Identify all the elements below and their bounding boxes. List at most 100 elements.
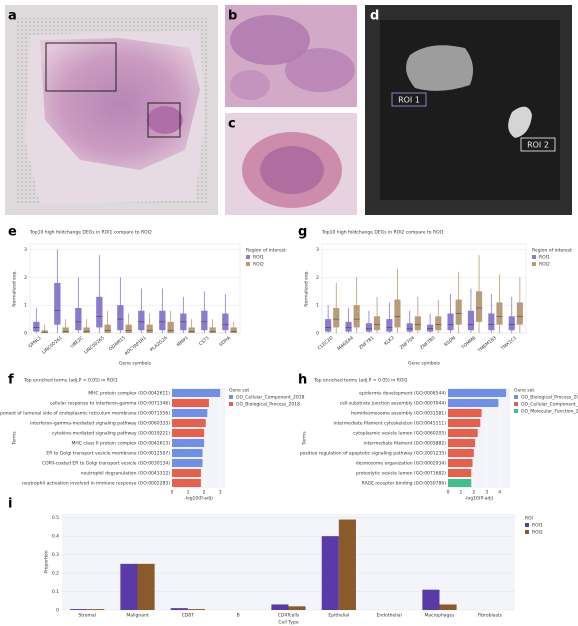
chart-title: Top enriched terms (adj.P < 0.05) in ROI…: [313, 378, 408, 384]
bar: [448, 399, 499, 407]
x-tick-label: KLK3: [383, 335, 396, 347]
panel-label: e: [8, 225, 17, 240]
y-tick-label: 2: [24, 275, 27, 281]
bar: [448, 389, 507, 397]
bar: [448, 429, 478, 437]
x-tick-label: CST1: [198, 335, 211, 347]
x-tick-label: Endothelial: [377, 613, 402, 619]
x-tick-label: B: [237, 613, 240, 619]
bar: [172, 399, 209, 407]
box-body: [435, 316, 442, 331]
bar: [172, 389, 221, 397]
y-tick-label: 0.2: [52, 571, 59, 577]
term-label: neutrophil degranulation (GO:0043312): [81, 471, 170, 477]
x-tick-label: 0: [447, 490, 450, 496]
term-label: MHC class II protein complex (GO:0042613…: [72, 441, 171, 447]
term-label: ER to Golgi transport vesicle membrane (…: [46, 451, 170, 457]
bar: [288, 606, 306, 610]
x-tick-label: 1: [459, 490, 462, 496]
y-tick-label: 0: [24, 331, 27, 337]
legend-label: ROI2: [532, 530, 543, 536]
legend-label: GO_Biological_Process_2018: [521, 395, 578, 401]
bar: [87, 609, 105, 610]
legend-swatch: [525, 530, 529, 534]
bar: [448, 469, 472, 477]
x-tick-label: UBE2C: [69, 335, 85, 349]
x-tick-label: ZNF704: [399, 335, 416, 351]
chart-title: Top10 high foldchange DEGs in ROI2 compa…: [321, 230, 444, 236]
x-tick-label: Fibroblasts: [478, 613, 503, 619]
bar: [448, 479, 472, 487]
bar: [172, 409, 208, 417]
legend-title: Region of interest: [532, 248, 572, 254]
x-tick-label: ADCYAP1R1: [123, 335, 147, 357]
x-tick-label: SDHA: [218, 335, 232, 348]
bar: [271, 604, 289, 610]
legend-swatch: [532, 262, 536, 266]
x-tick-label: 3: [219, 490, 222, 496]
x-tick-label: ZNF781: [358, 335, 375, 351]
bar: [172, 479, 201, 487]
y-axis-label: Terms: [12, 431, 18, 446]
box-body: [516, 302, 523, 325]
x-tick-label: Malignant: [126, 613, 148, 619]
x-tick-label: LINC00265: [83, 335, 106, 356]
term-label: epidermis development (GO:0008544): [359, 391, 446, 397]
panel-label: a: [8, 9, 17, 24]
legend-swatch: [229, 395, 233, 399]
panel-label: f: [8, 373, 14, 388]
box-body: [333, 307, 340, 328]
chart-title: Top enriched terms (adj.P < 0.05) in ROI…: [23, 378, 118, 384]
y-tick-label: 0.3: [52, 552, 59, 558]
y-tick-label: 1: [24, 303, 27, 309]
box-body: [414, 316, 421, 331]
x-tick-label: MMP1: [176, 335, 190, 348]
x-tick-label: MAGEA4: [336, 335, 355, 352]
plot-area: [321, 243, 527, 334]
y-tick-label: 2: [316, 275, 319, 281]
box-body: [455, 299, 462, 325]
box-body: [394, 299, 401, 328]
panel-label: d: [370, 9, 379, 24]
box-body: [353, 305, 360, 328]
term-label: positive regulation of apoptotic signali…: [300, 451, 447, 457]
x-tick-label: TMEM183: [476, 335, 498, 354]
x-tick-label: PLA2G2A: [149, 334, 169, 352]
term-label: cell-substrate junction assembly (GO:000…: [340, 401, 447, 407]
box-body: [209, 327, 216, 333]
box-body: [159, 310, 166, 331]
term-label: MHC protein complex (GO:0042611): [88, 391, 170, 397]
panel-label: g: [298, 225, 307, 240]
legend-swatch: [514, 402, 518, 406]
legend-label: GO_Cellular_Component_2018: [236, 395, 305, 401]
legend-swatch: [514, 409, 518, 413]
legend-label: GO_Molecular_Function_2018: [521, 409, 578, 415]
box-body: [41, 330, 48, 333]
x-axis-label: Cell Type: [278, 620, 298, 626]
term-label: hemidesmosome assembly (GO:0031581): [351, 411, 446, 417]
x-tick-label: 0: [171, 490, 174, 496]
box-body: [427, 324, 434, 332]
box-body: [117, 305, 124, 331]
x-tick-label: ODAM15: [108, 335, 127, 352]
box-body: [365, 323, 372, 332]
bar: [172, 449, 203, 457]
term-label: COPII-coated ER to Golgi transport vesic…: [42, 461, 170, 467]
bar: [448, 419, 481, 427]
chart-title: Top10 high foldchange DEGs in ROI1 compa…: [29, 230, 152, 236]
panel-d-image: ROI 1 ROI 2: [365, 5, 572, 215]
roi-label: ROI 2: [527, 141, 549, 150]
legend-title: Gene set: [514, 388, 534, 394]
y-axis-label: Proportion: [44, 550, 50, 573]
y-tick-label: 0.5: [52, 515, 59, 521]
term-label: intermediate filament cytoskeleton (GO:0…: [334, 421, 447, 427]
bar: [187, 609, 205, 610]
panel-c-image: [225, 113, 357, 215]
term-label: intermediate filament (GO:0005882): [364, 441, 447, 447]
term-label: cellular response to interferon-gamma (G…: [50, 401, 170, 407]
x-tick-label: Macrophages: [424, 613, 455, 619]
bar: [172, 459, 203, 467]
y-tick-label: 0.4: [52, 534, 59, 540]
term-label: integral component of lumenal side of en…: [0, 411, 170, 417]
